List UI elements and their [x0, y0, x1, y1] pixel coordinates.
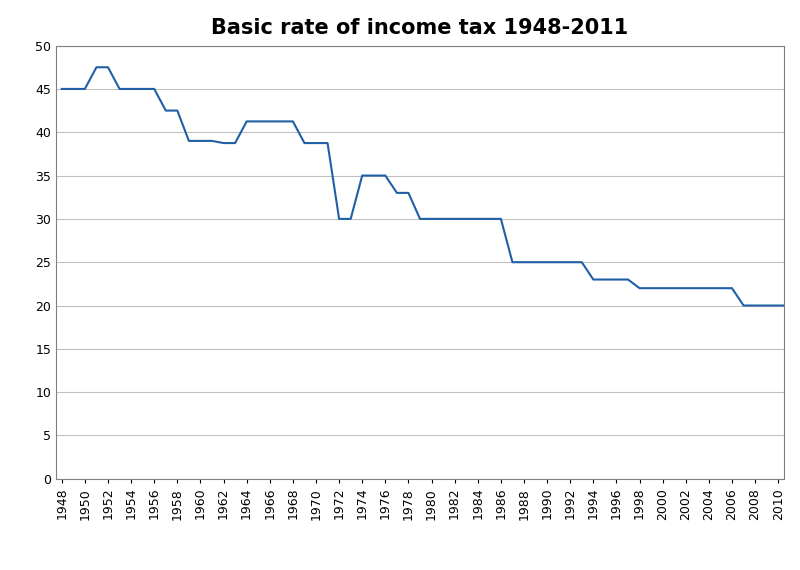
Title: Basic rate of income tax 1948-2011: Basic rate of income tax 1948-2011 — [211, 18, 629, 39]
